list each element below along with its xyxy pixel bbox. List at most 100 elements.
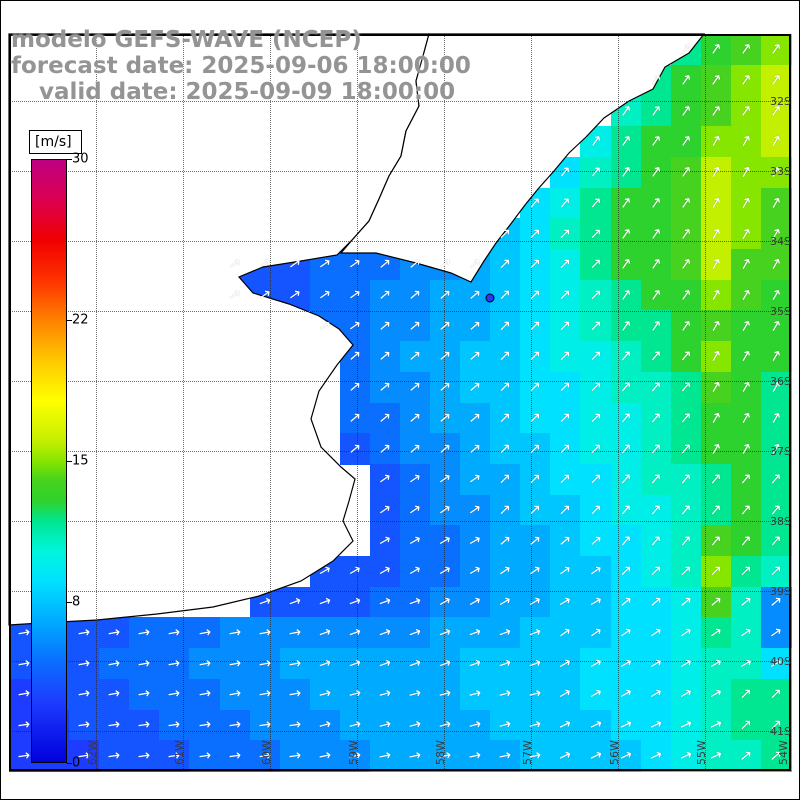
wind-cell xyxy=(490,248,521,281)
wind-cell xyxy=(159,617,191,649)
wind-cell xyxy=(369,279,401,311)
wind-cell xyxy=(460,279,491,311)
wind-cell xyxy=(550,218,582,250)
gridline-horizontal xyxy=(9,451,791,452)
model-title: modelo GEFS-WAVE (NCEP) xyxy=(11,27,362,53)
wind-cell xyxy=(640,187,672,219)
wind-cell xyxy=(520,310,551,342)
latitude-label: 32S xyxy=(770,95,791,108)
wind-cell xyxy=(760,494,792,526)
wind-cell xyxy=(610,218,642,250)
wind-cell xyxy=(460,525,491,557)
wind-cell xyxy=(580,740,612,772)
wind-cell xyxy=(279,740,311,772)
wind-cell xyxy=(309,678,341,711)
wind-cell xyxy=(670,525,702,557)
wind-cell xyxy=(460,740,491,772)
wind-cell xyxy=(69,709,100,741)
wind-cell xyxy=(670,648,702,680)
gridline-vertical xyxy=(444,34,445,771)
wind-cell xyxy=(670,218,702,250)
wind-cell xyxy=(430,525,461,557)
wind-cell xyxy=(550,310,582,342)
wind-cell xyxy=(670,64,702,96)
longitude-label: 60W xyxy=(260,740,273,765)
wind-cell xyxy=(580,463,612,496)
wind-cell xyxy=(670,402,702,434)
wind-cell xyxy=(400,678,431,711)
wind-cell xyxy=(219,740,251,772)
wind-cell xyxy=(640,525,672,557)
wind-cell xyxy=(580,341,612,373)
wind-cell xyxy=(490,525,521,557)
wind-cell xyxy=(490,678,521,711)
wind-cell xyxy=(550,341,582,373)
wind-cell xyxy=(430,402,461,434)
wind-cell xyxy=(580,648,612,680)
colorbar-tick-label: 0 xyxy=(72,755,81,771)
wind-cell xyxy=(550,525,582,557)
wind-cell xyxy=(309,556,341,588)
wind-cell xyxy=(339,709,371,741)
wind-cell xyxy=(249,678,281,711)
wind-cell xyxy=(490,648,521,680)
wind-cell xyxy=(369,341,401,373)
wind-cell xyxy=(339,433,371,465)
longitude-label: 62W xyxy=(86,740,99,765)
wind-cell xyxy=(640,740,672,772)
wind-cell xyxy=(460,371,491,404)
wind-cell xyxy=(640,709,672,741)
latitude-label: 41S xyxy=(770,725,791,738)
wind-cell xyxy=(640,126,672,158)
wind-cell xyxy=(309,279,341,311)
wind-cell xyxy=(430,494,461,526)
wind-cell xyxy=(159,648,191,680)
wind-cell xyxy=(760,126,792,158)
wind-cell xyxy=(369,463,401,496)
wind-cell xyxy=(460,648,491,680)
wind-cell xyxy=(129,709,160,741)
gridline-horizontal xyxy=(9,591,791,592)
wind-cell xyxy=(490,463,521,496)
wind-cell xyxy=(99,617,130,649)
wind-cell xyxy=(279,279,311,311)
wind-cell xyxy=(670,279,702,311)
wind-cell xyxy=(249,709,281,741)
wind-cell xyxy=(490,310,521,342)
wind-cell xyxy=(490,494,521,526)
wind-cell xyxy=(279,248,311,281)
wind-cell xyxy=(520,187,551,219)
wind-cell xyxy=(219,648,251,680)
gridline-horizontal xyxy=(9,661,791,662)
wind-cell xyxy=(610,740,642,772)
wind-cell xyxy=(99,678,130,711)
wind-cell xyxy=(730,156,762,189)
wind-cell xyxy=(339,648,371,680)
wind-cell xyxy=(369,617,401,649)
wind-cell xyxy=(520,494,551,526)
wind-cell xyxy=(279,678,311,711)
plot-titles: modelo GEFS-WAVE (NCEP) forecast date: 2… xyxy=(11,27,471,105)
wind-cell xyxy=(369,709,401,741)
wind-cell xyxy=(670,248,702,281)
wind-cell xyxy=(369,678,401,711)
wind-cell xyxy=(430,556,461,588)
wind-cell xyxy=(730,617,762,649)
wind-cell xyxy=(610,556,642,588)
wind-cell xyxy=(730,433,762,465)
wind-cell xyxy=(159,709,191,741)
wind-cell xyxy=(400,248,431,281)
latitude-label: 35S xyxy=(770,305,791,318)
wind-cell xyxy=(760,433,792,465)
wind-cell xyxy=(550,187,582,219)
wind-cell xyxy=(520,433,551,465)
wind-cell xyxy=(610,617,642,649)
wind-cell xyxy=(580,433,612,465)
wind-cell xyxy=(69,678,100,711)
wind-cell xyxy=(460,463,491,496)
wind-cell xyxy=(339,740,371,772)
wind-cell xyxy=(610,648,642,680)
wind-cell xyxy=(760,341,792,373)
wind-cell xyxy=(730,740,762,772)
